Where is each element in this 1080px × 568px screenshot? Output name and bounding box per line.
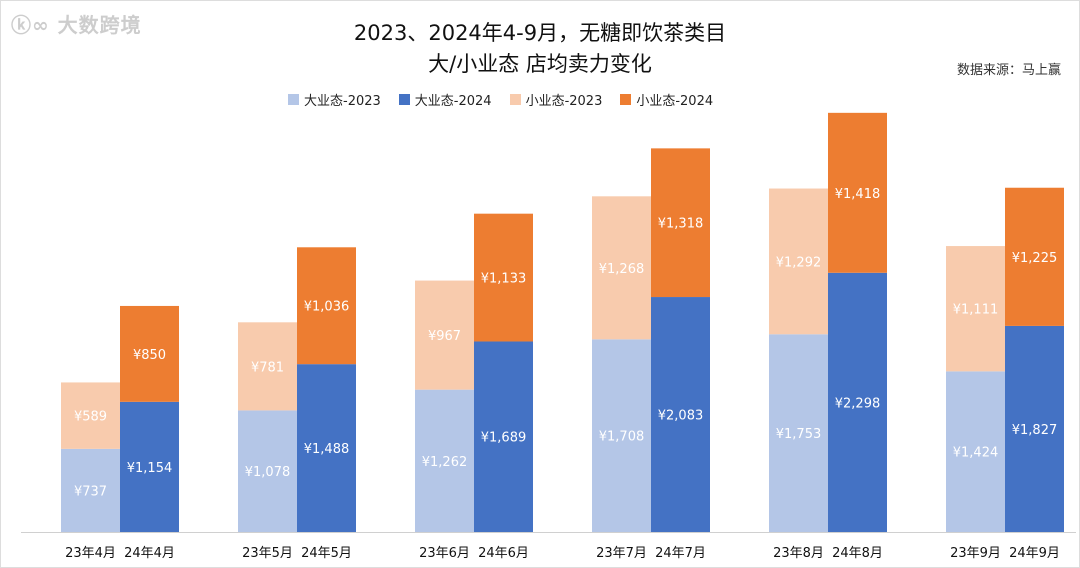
data-label: ¥2,298 — [835, 396, 881, 411]
x-tick-label: 23年8月 — [773, 546, 824, 561]
bar-segment-小业态-2024 — [828, 112, 887, 273]
bar-segment-大业态-2023 — [592, 339, 651, 532]
legend-label: 小业态-2023 — [525, 94, 603, 109]
x-tick-label: 23年5月 — [242, 546, 293, 561]
x-tick-label: 24年4月 — [124, 546, 175, 561]
bar-segment-小业态-2024 — [1005, 187, 1064, 326]
bar-segment-小业态-2023 — [769, 188, 828, 335]
bar-segment-小业态-2023 — [238, 322, 297, 411]
bar-segment-大业态-2023 — [238, 410, 297, 532]
x-tick-label: 23年6月 — [419, 546, 470, 561]
bar-segment-大业态-2023 — [769, 334, 828, 532]
data-label: ¥1,318 — [658, 217, 704, 232]
bar-segment-大业态-2024 — [474, 341, 533, 532]
data-source: 数据来源：马上赢 — [956, 63, 1061, 78]
x-tick-label: 24年6月 — [478, 546, 529, 561]
data-label: ¥1,111 — [953, 303, 999, 318]
data-label: ¥850 — [133, 348, 166, 363]
data-label: ¥1,292 — [776, 255, 822, 270]
data-label: ¥781 — [251, 360, 284, 375]
legend: 大业态-2023 大业态-2024 小业态-2023 小业态-2024 — [288, 90, 713, 109]
bar-segment-小业态-2023 — [415, 280, 474, 390]
bar-segment-小业态-2024 — [120, 305, 179, 402]
legend-swatch — [620, 94, 632, 105]
legend-item: 大业态-2023 — [288, 90, 381, 109]
bar-segment-大业态-2024 — [651, 297, 710, 532]
x-tick-label: 23年4月 — [65, 546, 116, 561]
data-label: ¥2,083 — [658, 409, 704, 424]
x-tick-label: 24年7月 — [655, 546, 706, 561]
bar-segment-小业态-2023 — [61, 382, 120, 449]
legend-label: 大业态-2023 — [304, 94, 381, 109]
legend-label: 小业态-2024 — [636, 94, 714, 109]
legend-swatch — [509, 94, 521, 105]
x-tick-label: 24年5月 — [301, 546, 352, 561]
bar-segment-小业态-2023 — [592, 196, 651, 340]
legend-item: 大业态-2024 — [398, 90, 492, 109]
data-label: ¥1,268 — [599, 262, 645, 277]
x-tick-label: 23年9月 — [950, 546, 1001, 561]
bar-segment-大业态-2024 — [828, 272, 887, 532]
x-tick-label: 24年8月 — [832, 546, 883, 561]
legend-swatch — [398, 94, 410, 105]
bar-segment-大业态-2024 — [297, 364, 356, 532]
bar-segment-大业态-2023 — [61, 448, 120, 532]
data-label: ¥1,488 — [304, 442, 350, 457]
x-tick-label: 23年7月 — [596, 546, 647, 561]
data-label: ¥737 — [74, 484, 107, 499]
data-label: ¥1,753 — [776, 427, 822, 442]
data-label: ¥1,689 — [481, 431, 527, 446]
data-label: ¥1,154 — [127, 461, 173, 476]
data-label: ¥967 — [428, 329, 461, 344]
data-label: ¥1,827 — [1012, 423, 1058, 438]
bar-segment-小业态-2024 — [651, 148, 710, 298]
data-label: ¥1,418 — [835, 187, 881, 202]
bar-segment-小业态-2024 — [297, 247, 356, 365]
chart-title: 2023、2024年4-9月，无糖即饮茶类目 — [353, 21, 727, 45]
legend-item: 小业态-2024 — [620, 90, 713, 109]
bar-segment-小业态-2024 — [474, 213, 533, 342]
watermark-logo: ⓚ∞ 大数跨境 — [11, 13, 142, 37]
data-label: ¥1,078 — [245, 465, 291, 480]
legend-label: 大业态-2024 — [414, 94, 492, 109]
data-label: ¥1,262 — [422, 455, 468, 470]
bar-segment-大业态-2023 — [415, 389, 474, 532]
legend-swatch — [288, 94, 299, 105]
bar-segment-大业态-2024 — [120, 401, 179, 532]
x-tick-label: 24年9月 — [1009, 546, 1060, 561]
bar-segment-大业态-2024 — [1005, 325, 1064, 532]
data-label: ¥1,225 — [1012, 251, 1058, 266]
bar-segment-大业态-2023 — [946, 371, 1005, 532]
data-label: ¥1,133 — [481, 272, 527, 287]
chart-subtitle: 大/小业态 店均卖力变化 — [428, 52, 652, 76]
legend-item: 小业态-2023 — [509, 90, 603, 109]
data-label: ¥1,424 — [953, 446, 999, 461]
data-label: ¥1,036 — [304, 300, 350, 315]
data-label: ¥589 — [74, 410, 107, 425]
bar-segment-小业态-2023 — [946, 246, 1005, 372]
data-label: ¥1,708 — [599, 430, 645, 445]
